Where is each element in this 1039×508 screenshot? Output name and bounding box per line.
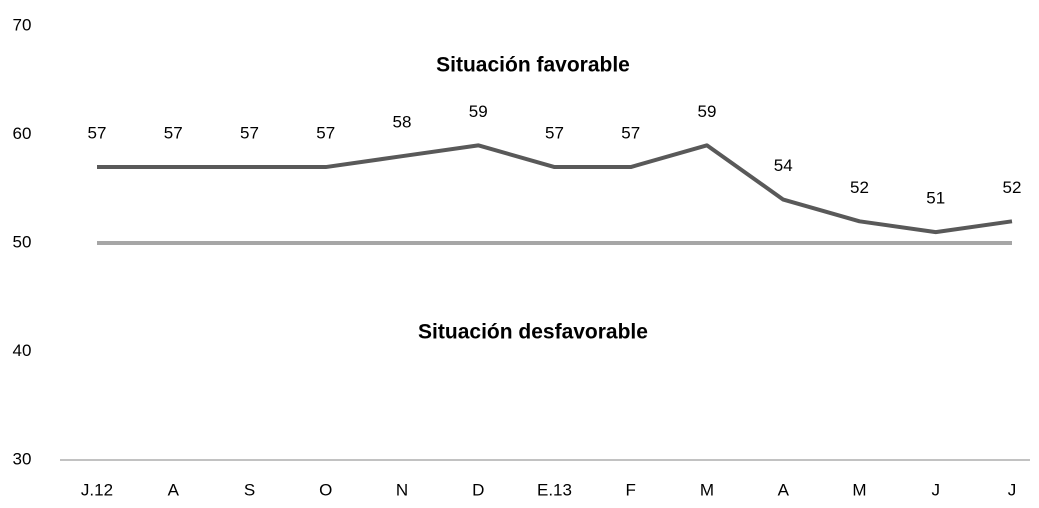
data-label: 52 [1003, 178, 1022, 197]
data-label: 57 [621, 124, 640, 143]
data-label: 57 [240, 124, 259, 143]
data-label: 52 [850, 178, 869, 197]
data-label: 54 [774, 156, 793, 175]
x-tick-label: N [396, 480, 408, 499]
data-label: 57 [316, 124, 335, 143]
x-tick-label: M [700, 480, 714, 499]
x-tick-label: A [778, 480, 790, 499]
x-tick-label: J [932, 480, 941, 499]
y-tick-label: 50 [13, 232, 32, 251]
data-label: 59 [698, 102, 717, 121]
y-tick-label: 30 [13, 449, 32, 468]
data-label: 57 [88, 124, 107, 143]
y-tick-label: 70 [13, 15, 32, 34]
annotation: Situación favorable [436, 54, 630, 77]
x-tick-label: S [244, 480, 255, 499]
y-tick-label: 40 [13, 341, 32, 360]
x-tick-label: J.12 [81, 480, 113, 499]
annotation: Situación desfavorable [418, 321, 648, 344]
data-label: 57 [545, 124, 564, 143]
x-tick-label: J [1008, 480, 1017, 499]
data-line [97, 143, 1013, 235]
x-tick-label: A [168, 480, 180, 499]
data-label: 58 [393, 113, 412, 132]
x-tick-label: M [852, 480, 866, 499]
x-tick-label: D [472, 480, 484, 499]
data-label: 57 [164, 124, 183, 143]
y-tick-label: 60 [13, 124, 32, 143]
x-tick-label: O [319, 480, 332, 499]
x-tick-label: E.13 [537, 480, 572, 499]
data-label: 51 [926, 189, 945, 208]
data-label: 59 [469, 102, 488, 121]
x-tick-label: F [626, 480, 636, 499]
